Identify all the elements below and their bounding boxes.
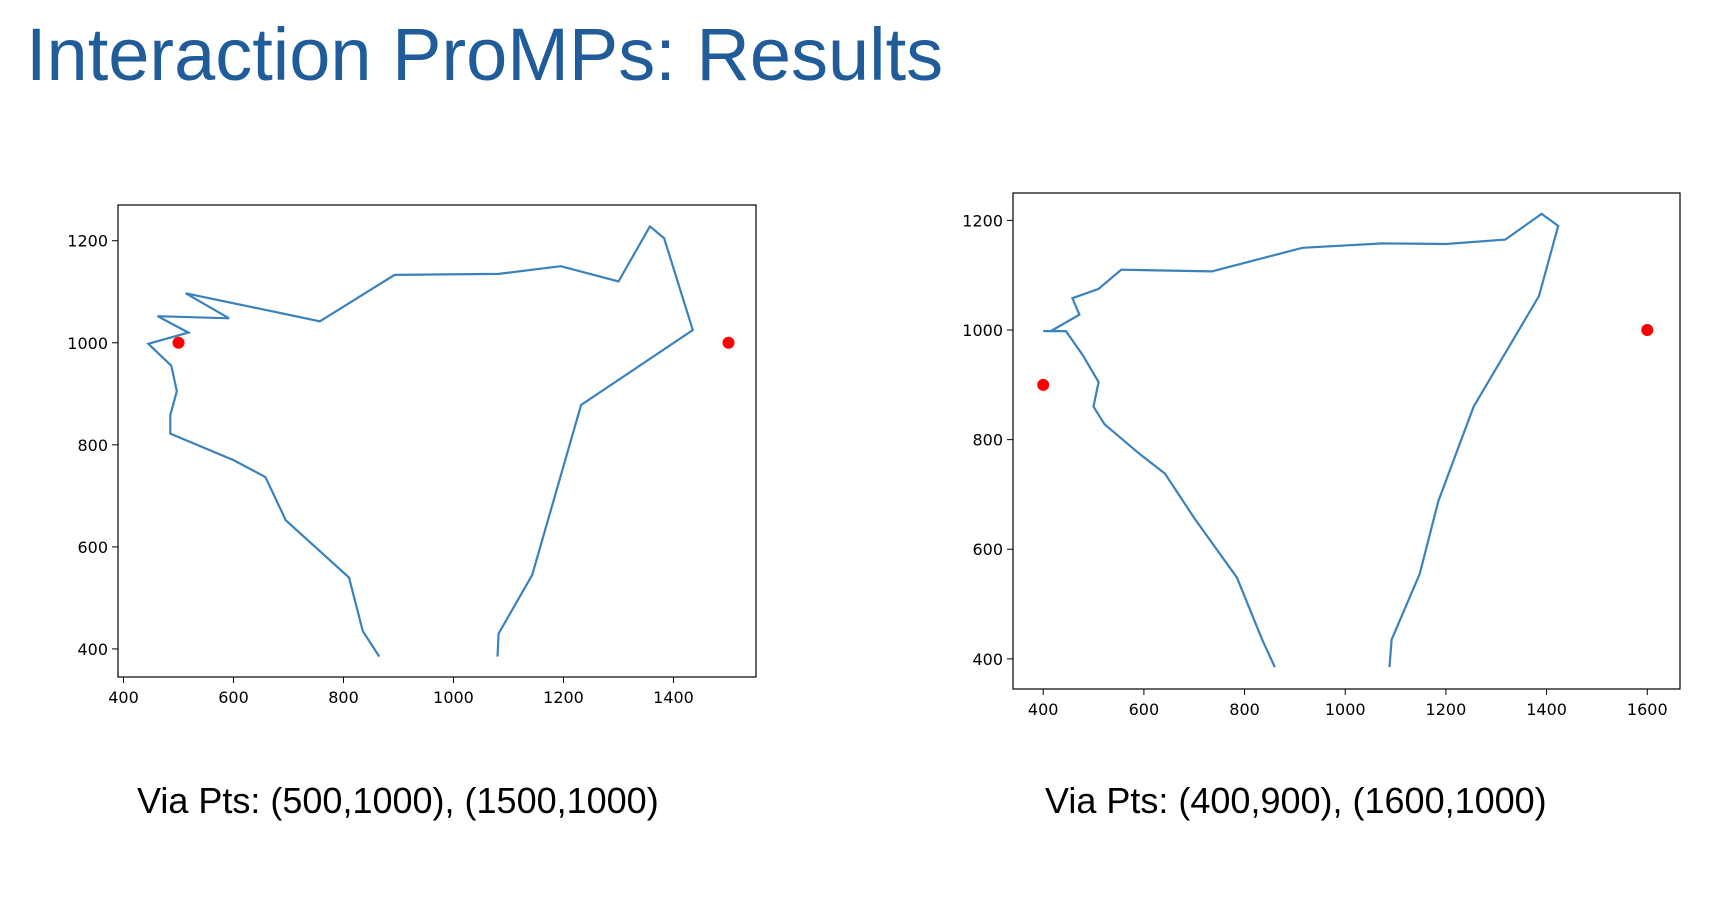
x-tick-label: 800 (328, 688, 359, 707)
via-point-marker (1037, 378, 1050, 391)
x-tick-label: 600 (1129, 700, 1160, 719)
trajectory-line (146, 224, 695, 658)
x-tick-label: 1400 (653, 688, 694, 707)
x-tick-label: 400 (1028, 700, 1059, 719)
plot-frame (1012, 192, 1681, 690)
y-tick-label: 800 (972, 431, 1003, 450)
x-tick-label: 1000 (433, 688, 474, 707)
x-tick-label: 400 (108, 688, 139, 707)
x-tick-label: 1200 (1426, 700, 1467, 719)
y-tick-label: 1000 (67, 334, 108, 353)
y-tick-label: 1200 (67, 232, 108, 251)
via-points-caption-right: Via Pts: (400,900), (1600,1000) (1045, 780, 1547, 821)
y-tick-label: 600 (77, 538, 108, 557)
trajectory-line (1043, 212, 1560, 668)
trajectory-chart-right: 400 600 800 1000 1200 1400 1600 400 600 800 1000 12… (962, 192, 1681, 719)
x-tick-label: 800 (1229, 700, 1260, 719)
x-tick-label: 1000 (1325, 700, 1366, 719)
y-tick-label: 800 (77, 436, 108, 455)
x-tick-label: 600 (218, 688, 249, 707)
plot-frame (117, 204, 757, 678)
slide-title: Interaction ProMPs: Results (26, 13, 944, 96)
y-tick-label: 400 (972, 650, 1003, 669)
x-tick-label: 1200 (543, 688, 584, 707)
x-tick-label: 1400 (1526, 700, 1567, 719)
via-point-marker (722, 336, 735, 349)
y-tick-label: 600 (972, 540, 1003, 559)
via-point-marker (1641, 324, 1654, 337)
y-tick-label: 400 (77, 640, 108, 659)
trajectory-chart-left: 400 600 800 1000 1200 1400 400 600 800 1000 1200 (67, 204, 757, 707)
x-tick-label: 1600 (1627, 700, 1668, 719)
via-points-caption-left: Via Pts: (500,1000), (1500,1000) (137, 780, 659, 821)
y-tick-label: 1000 (962, 321, 1003, 340)
y-tick-label: 1200 (962, 211, 1003, 230)
via-point-marker (172, 336, 185, 349)
